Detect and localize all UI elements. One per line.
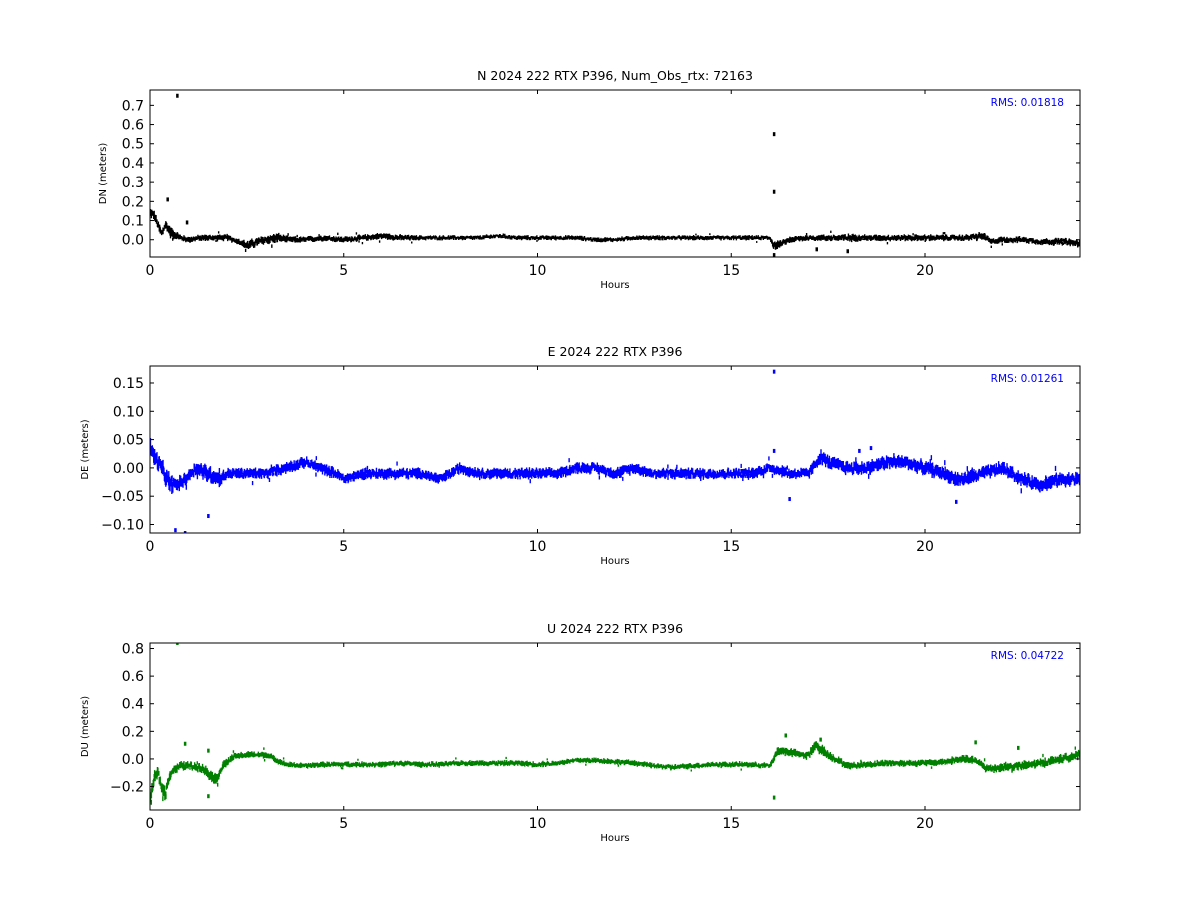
du-rms-annotation: RMS: 0.04722 [991,650,1064,662]
de-y-tick-label: 0.10 [113,404,144,420]
du-outlier-point [183,741,187,746]
de-residual-spikes [168,453,1073,494]
du-outlier-point [207,794,210,799]
de-outlier-point [788,497,791,502]
du-residual-spikes [150,746,1077,805]
du-y-tick-label: 0.2 [122,724,144,740]
dn-x-tick-label: 20 [916,263,934,279]
dn-outlier-point [166,197,169,202]
de-title: E 2024 222 RTX P396 [548,344,683,359]
de-y-tick-label: −0.05 [101,489,144,505]
du-outlier-point [176,643,179,645]
de-x-axis-label: Hours [600,556,629,567]
de-y-axis-label: DE (meters) [80,419,91,479]
du-y-tick-label: 0.0 [122,752,144,768]
dn-outlier-point [846,249,849,254]
dn-x-tick-label: 15 [722,263,740,279]
de-axes-frame [149,365,1081,534]
du-outlier-point [819,737,822,742]
dn-data-series [150,93,1080,257]
du-y-tick-label: 0.8 [122,642,144,658]
du-outlier-point [1017,745,1020,750]
de-y-tick-label: 0.00 [113,461,144,477]
de-outlier-point [772,369,776,374]
du-y-axis-label: DU (meters) [80,696,91,757]
du-x-tick-label: 10 [529,816,547,832]
du-x-tick-label: 15 [722,816,740,832]
du-outlier-point [207,748,210,753]
dn-y-tick-label: 0.5 [122,137,144,153]
dn-rms-annotation: RMS: 0.01818 [991,97,1064,109]
dn-outlier-point [772,253,776,257]
dn-axes-frame [149,89,1081,258]
du-y-tick-label: −0.2 [110,780,144,796]
du-x-tick-label: 20 [916,816,934,832]
dn-residual-spikes [154,215,1074,253]
de-rms-annotation: RMS: 0.01261 [991,373,1064,385]
dn-title: N 2024 222 RTX P396, Num_Obs_rtx: 72163 [477,68,753,83]
dn-y-axis-label: DN (meters) [98,143,109,205]
de-x-tick-label: 5 [339,539,348,555]
de-x-tick-label: 15 [722,539,740,555]
dn-outlier-point [815,247,818,252]
du-title: U 2024 222 RTX P396 [547,621,683,636]
du-outlier-point [784,733,787,738]
dn-panel: N 2024 222 RTX P396, Num_Obs_rtx: 72163 0… [98,68,1081,291]
dn-y-tick-label: 0.4 [122,156,144,172]
du-outlier-point [974,740,977,745]
du-axes-frame [149,642,1081,811]
de-x-tick-label: 20 [916,539,934,555]
de-x-tick-label: 0 [146,539,155,555]
de-y-tick-label: 0.15 [113,376,144,392]
dn-x-tick-label: 10 [529,263,547,279]
de-panel: E 2024 222 RTX P396 0 5 10 15 20 −0.10 −0.05 0.0… [80,344,1081,567]
du-residual-trace [150,741,1080,804]
de-outlier-point [183,531,187,533]
dn-outlier-point [185,220,189,225]
dn-y-tick-label: 0.3 [122,175,144,191]
du-x-axis-label: Hours [600,833,629,844]
du-y-tick-label: 0.6 [122,669,144,685]
du-x-tick-label: 5 [339,816,348,832]
dn-residual-trace [150,209,1080,250]
dn-y-tick-label: 0.1 [122,214,144,230]
du-x-tick-label: 0 [146,816,155,832]
de-outlier-point [869,446,873,451]
de-x-tick-label: 10 [529,539,547,555]
dn-x-axis-label: Hours [600,280,629,291]
dn-x-tick-label: 0 [146,263,155,279]
dn-outlier-point [772,189,776,194]
de-data-series [150,369,1080,533]
de-outlier-point [207,514,210,519]
dn-y-tick-label: 0.7 [122,98,144,114]
du-panel: U 2024 222 RTX P396 0 5 10 15 20 −0.2 0.0 0.2 0.4… [80,621,1081,844]
du-outlier-point [772,795,776,800]
dn-y-tick-label: 0.6 [122,118,144,134]
de-outlier-point [772,448,776,453]
de-y-tick-label: −0.10 [101,518,144,534]
dn-outlier-point [772,132,776,137]
de-outlier-point [955,499,958,504]
dn-x-tick-label: 5 [339,263,348,279]
du-data-series [150,643,1080,805]
de-outlier-point [174,528,177,533]
dn-y-tick-label: 0.0 [122,233,144,249]
de-residual-trace [150,437,1080,494]
de-y-tick-label: 0.05 [113,433,144,449]
dn-y-tick-label: 0.2 [122,194,144,210]
du-y-tick-label: 0.4 [122,697,144,713]
dn-outlier-point [176,93,179,98]
de-outlier-point [858,448,861,453]
